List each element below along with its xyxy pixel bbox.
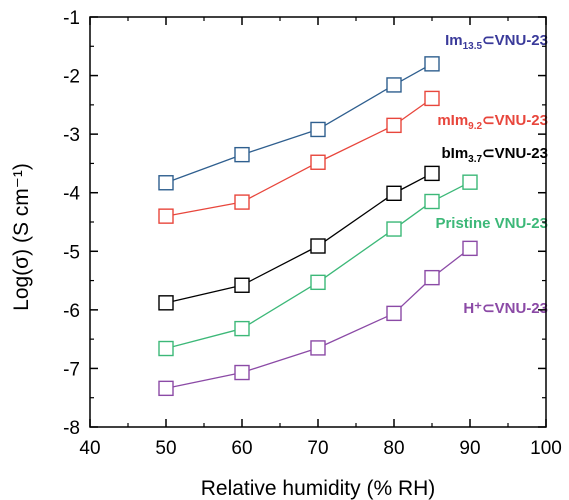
x-axis-title: Relative humidity (% RH) <box>201 477 436 500</box>
series-line-segment <box>248 249 312 283</box>
data-point <box>158 208 174 224</box>
series-0 <box>158 56 440 191</box>
data-point <box>310 121 326 138</box>
data-point <box>462 174 478 190</box>
data-point <box>234 194 250 210</box>
data-point <box>424 90 440 107</box>
y-tick-label: -5 <box>63 242 80 263</box>
series-line-segment <box>400 102 426 121</box>
series-label-layer: Im13.5⊂VNU-23mIm9.2⊂VNU-23bIm3.7⊂VNU-23P… <box>435 32 548 317</box>
x-tick-label: 60 <box>231 438 252 459</box>
series-line-segment <box>172 286 236 302</box>
series-line-segment <box>172 156 236 181</box>
x-tick-label: 50 <box>155 438 176 459</box>
data-point <box>424 165 440 182</box>
x-tick-label: 40 <box>79 438 100 459</box>
x-tick-label: 80 <box>383 438 404 459</box>
data-point <box>386 77 402 93</box>
series-line-segment <box>172 329 236 348</box>
series-label-main: H⁺⊂VNU-23 <box>463 300 548 317</box>
series-label-main: bIm <box>442 145 469 162</box>
y-tick-label: -6 <box>63 301 80 322</box>
y-tick-label: -7 <box>63 359 80 380</box>
series-label-4: H⁺⊂VNU-23 <box>463 300 548 317</box>
y-tick-label: -2 <box>63 67 80 88</box>
series-line-segment <box>248 165 312 199</box>
series-layer <box>158 56 478 397</box>
series-label-suffix: ⊂VNU-23 <box>482 32 548 49</box>
series-label-main: Pristine VNU-23 <box>435 215 548 232</box>
data-point <box>234 320 250 337</box>
data-point <box>386 305 402 322</box>
series-3 <box>158 174 478 357</box>
series-line-segment <box>248 131 312 153</box>
series-line-segment <box>438 185 464 199</box>
data-point <box>310 238 326 254</box>
series-line-segment <box>400 283 426 308</box>
data-point <box>424 193 440 210</box>
data-point <box>234 146 250 163</box>
axes: 40 50 60 70 80 90 100 -1 -2 -3 -4 -5 -6 -7 -8 <box>63 8 562 459</box>
data-point <box>310 340 326 356</box>
data-point <box>462 240 478 257</box>
series-label-2: bIm3.7⊂VNU-23 <box>442 145 549 165</box>
data-point <box>234 364 250 381</box>
x-tick-label: 100 <box>530 438 562 459</box>
series-line-segment <box>324 128 388 160</box>
data-point <box>386 117 402 134</box>
series-label-main: Im <box>445 32 463 49</box>
series-label-suffix: ⊂VNU-23 <box>482 145 548 162</box>
series-2 <box>158 165 440 311</box>
series-line-segment <box>438 253 464 273</box>
y-tick-label: -1 <box>63 8 80 29</box>
series-line-segment <box>324 197 388 242</box>
series-label-suffix: ⊂VNU-23 <box>482 112 548 129</box>
series-label-1: mIm9.2⊂VNU-23 <box>437 112 548 132</box>
data-point <box>234 277 250 293</box>
series-label-subscript: 9.2 <box>468 121 482 132</box>
series-line-segment <box>400 67 426 82</box>
x-tick-label: 70 <box>307 438 328 459</box>
y-tick-label: -4 <box>63 184 80 205</box>
data-point <box>424 269 440 286</box>
data-point <box>158 175 174 191</box>
series-line-segment <box>400 176 426 191</box>
data-point <box>386 221 402 237</box>
y-tick-label: -3 <box>63 125 80 146</box>
series-line-segment <box>172 202 236 216</box>
series-1 <box>158 90 440 224</box>
series-line-segment <box>248 286 312 325</box>
series-4 <box>158 240 478 397</box>
data-point <box>386 185 402 202</box>
series-line-segment <box>324 233 388 278</box>
data-point <box>158 380 174 397</box>
data-point <box>424 56 440 72</box>
y-axis-title: Log(σ) (S cm⁻¹) <box>10 163 33 311</box>
series-line-segment <box>172 373 236 388</box>
series-label-subscript: 13.5 <box>463 41 483 52</box>
series-label-3: Pristine VNU-23 <box>435 215 548 232</box>
data-point <box>310 274 326 291</box>
series-line-segment <box>324 88 388 126</box>
series-label-main: mIm <box>437 112 468 129</box>
y-tick-label: -8 <box>63 418 80 439</box>
series-label-0: Im13.5⊂VNU-23 <box>445 32 548 52</box>
series-line-segment <box>400 206 426 225</box>
data-point <box>158 340 174 357</box>
data-point <box>158 295 174 311</box>
x-tick-label: 90 <box>459 438 480 459</box>
series-line-segment <box>324 315 388 346</box>
data-point <box>310 154 326 170</box>
series-line-segment <box>248 349 312 371</box>
series-label-subscript: 3.7 <box>468 154 482 165</box>
